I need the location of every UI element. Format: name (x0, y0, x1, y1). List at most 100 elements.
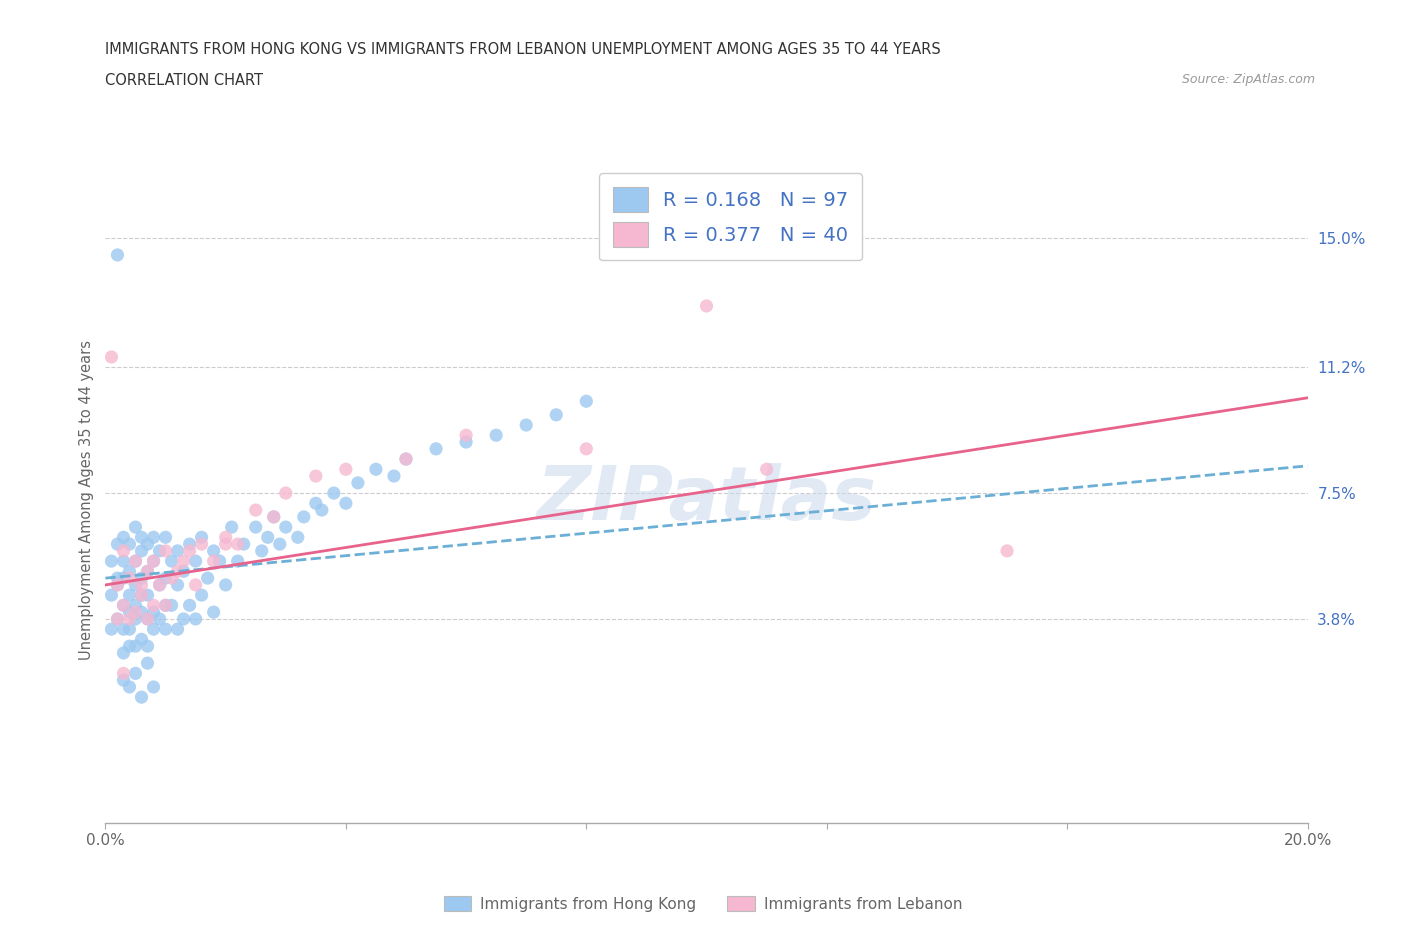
Point (173, 612, 195, 627)
Point (131, 690, 153, 705)
Point (124, 666, 146, 681)
Point (131, 631, 153, 646)
Point (136, 612, 159, 627)
Point (226, 553, 249, 568)
Point (208, 553, 231, 568)
Point (124, 598, 146, 613)
Point (179, 543, 201, 558)
Point (197, 571, 219, 586)
Point (118, 622, 141, 637)
Point (131, 571, 153, 586)
Point (292, 510, 315, 525)
Point (245, 520, 267, 535)
Point (155, 598, 177, 613)
Point (395, 452, 418, 467)
Point (131, 543, 153, 558)
Point (142, 598, 165, 613)
Point (214, 530, 236, 545)
Point (124, 553, 146, 568)
Point (118, 680, 141, 695)
Point (155, 622, 177, 637)
Point (155, 530, 177, 545)
Y-axis label: Unemployment Among Ages 35 to 44 years: Unemployment Among Ages 35 to 44 years (79, 339, 94, 660)
Point (131, 588, 153, 603)
Text: CORRELATION CHART: CORRELATION CHART (105, 73, 263, 87)
Point (184, 553, 207, 568)
Point (142, 622, 165, 637)
Point (347, 475, 370, 490)
Point (112, 622, 135, 637)
Text: IMMIGRANTS FROM HONG KONG VS IMMIGRANTS FROM LEBANON UNEMPLOYMENT AMONG AGES 35 : IMMIGRANTS FROM HONG KONG VS IMMIGRANTS … (105, 42, 941, 57)
Point (245, 502, 267, 517)
Point (190, 530, 212, 545)
Point (184, 612, 207, 627)
Point (107, 537, 129, 551)
Legend: Immigrants from Hong Kong, Immigrants from Lebanon: Immigrants from Hong Kong, Immigrants fr… (437, 889, 969, 918)
Point (173, 553, 195, 568)
Point (118, 564, 141, 578)
Point (202, 543, 225, 558)
Point (160, 598, 183, 613)
Text: ZIPatlas: ZIPatlas (537, 463, 876, 537)
Legend: R = 0.168   N = 97, R = 0.377   N = 40: R = 0.168 N = 97, R = 0.377 N = 40 (599, 174, 862, 260)
Point (112, 530, 135, 545)
Point (202, 553, 225, 568)
Point (155, 598, 177, 613)
Point (142, 604, 165, 619)
Point (214, 537, 236, 551)
Point (214, 578, 236, 592)
Point (100, 588, 122, 603)
Point (142, 680, 165, 695)
Point (269, 537, 291, 551)
Point (454, 434, 477, 449)
Point (305, 496, 328, 511)
Point (136, 612, 159, 627)
Point (696, 299, 718, 313)
Point (112, 571, 135, 586)
Point (131, 578, 153, 592)
Point (575, 393, 598, 408)
Point (136, 564, 159, 578)
Point (136, 656, 159, 671)
Point (131, 588, 153, 603)
Point (118, 588, 141, 603)
Point (142, 553, 165, 568)
Point (250, 543, 273, 558)
Point (112, 598, 135, 613)
Point (305, 469, 328, 484)
Point (124, 612, 146, 627)
Point (425, 442, 447, 457)
Point (166, 622, 188, 637)
Point (118, 639, 141, 654)
Point (263, 510, 285, 525)
Point (287, 530, 309, 545)
Point (575, 442, 598, 457)
Point (100, 553, 122, 568)
Point (136, 639, 159, 654)
Point (136, 564, 159, 578)
Point (124, 604, 146, 619)
Point (173, 564, 195, 578)
Point (155, 571, 177, 586)
Point (311, 502, 333, 517)
Point (100, 350, 122, 365)
Point (124, 520, 146, 535)
Point (136, 588, 159, 603)
Point (112, 672, 135, 687)
Point (166, 578, 188, 592)
Point (118, 571, 141, 586)
Point (221, 520, 243, 535)
Point (112, 645, 135, 660)
Point (179, 537, 201, 551)
Point (112, 598, 135, 613)
Point (142, 553, 165, 568)
Point (166, 564, 188, 578)
Point (166, 543, 188, 558)
Point (263, 510, 285, 525)
Point (136, 537, 159, 551)
Point (118, 612, 141, 627)
Point (142, 530, 165, 545)
Point (485, 428, 508, 443)
Point (364, 462, 387, 477)
Point (160, 571, 183, 586)
